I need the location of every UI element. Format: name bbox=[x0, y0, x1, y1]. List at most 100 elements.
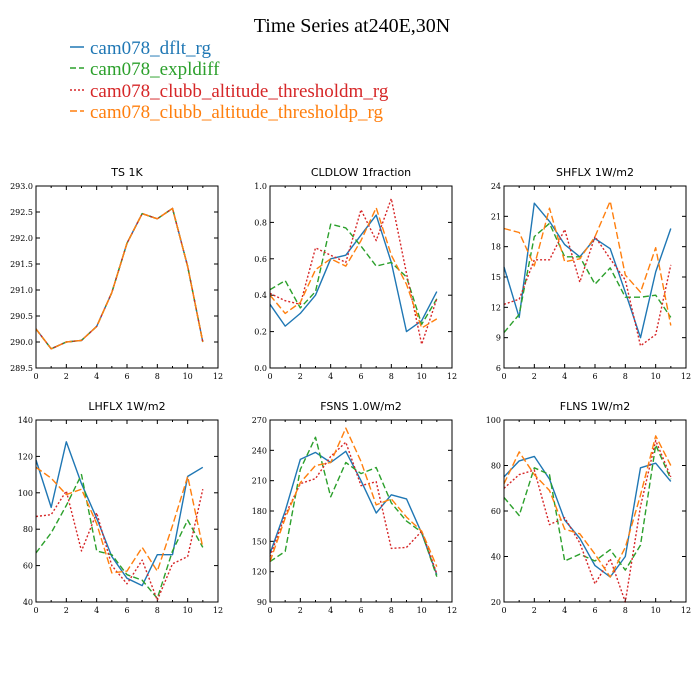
legend-item: cam078_clubb_altitude_thresholdm_rg bbox=[70, 81, 389, 102]
plot-frame bbox=[35, 419, 219, 603]
series-line bbox=[503, 455, 672, 578]
panel: FSNS 1.0W/m2 0 2 4 6 8 10 12 90 120 150 180 210 240 27… bbox=[252, 400, 457, 615]
y-tick-label: 40 bbox=[491, 553, 501, 562]
panel-title: LHFLX 1W/m2 bbox=[88, 400, 165, 413]
series-line bbox=[269, 441, 438, 574]
x-tick-label: 4 bbox=[94, 372, 99, 381]
y-tick-label: 12 bbox=[491, 303, 501, 312]
y-tick-label: 0.2 bbox=[254, 328, 267, 337]
plot-frame bbox=[269, 419, 453, 603]
panel: CLDLOW 1fraction 0 2 4 6 8 10 12 0.0 0.2 0.4 0.6 0.8… bbox=[254, 166, 457, 381]
x-tick-label: 6 bbox=[124, 372, 129, 381]
x-tick-label: 10 bbox=[417, 606, 427, 615]
y-tick-label: 24 bbox=[491, 182, 501, 191]
x-tick-label: 0 bbox=[501, 606, 506, 615]
x-tick-label: 6 bbox=[124, 606, 129, 615]
legend-label: cam078_clubb_altitude_thresholdp_rg bbox=[90, 102, 384, 123]
x-tick-label: 6 bbox=[592, 372, 597, 381]
series-line bbox=[503, 435, 672, 578]
x-tick-label: 4 bbox=[562, 606, 567, 615]
legend-item: cam078_expldiff bbox=[70, 59, 220, 80]
x-tick-label: 12 bbox=[447, 372, 457, 381]
x-tick-label: 8 bbox=[389, 606, 394, 615]
series-line bbox=[269, 427, 438, 567]
x-tick-label: 4 bbox=[562, 372, 567, 381]
y-tick-label: 140 bbox=[18, 416, 33, 425]
series-line bbox=[269, 207, 438, 329]
panel: LHFLX 1W/m2 0 2 4 6 8 10 12 40 60 80 100 120 140 bbox=[18, 400, 223, 615]
x-tick-label: 12 bbox=[681, 372, 691, 381]
series-line bbox=[503, 228, 672, 347]
panel-title: SHFLX 1W/m2 bbox=[556, 166, 634, 179]
plot-frame bbox=[269, 185, 453, 369]
y-tick-label: 100 bbox=[18, 489, 33, 498]
y-tick-label: 1.0 bbox=[254, 182, 267, 191]
y-tick-label: 240 bbox=[252, 446, 267, 455]
y-tick-label: 0.8 bbox=[254, 218, 267, 227]
x-tick-label: 10 bbox=[651, 372, 661, 381]
legend: cam078_dflt_rg cam078_expldiff cam078_cl… bbox=[70, 38, 389, 123]
series-line bbox=[503, 200, 672, 326]
x-tick-label: 10 bbox=[183, 606, 193, 615]
x-tick-label: 12 bbox=[213, 606, 223, 615]
x-tick-label: 0 bbox=[267, 606, 272, 615]
x-tick-label: 2 bbox=[298, 606, 303, 615]
y-tick-label: 290.5 bbox=[10, 312, 33, 321]
series-line bbox=[35, 207, 204, 350]
y-tick-label: 60 bbox=[23, 562, 33, 571]
x-tick-label: 10 bbox=[417, 372, 427, 381]
y-tick-label: 150 bbox=[252, 537, 267, 546]
series-line bbox=[269, 450, 438, 575]
y-tick-label: 15 bbox=[491, 273, 501, 282]
y-tick-label: 80 bbox=[491, 462, 501, 471]
x-tick-label: 2 bbox=[532, 372, 537, 381]
x-tick-label: 12 bbox=[681, 606, 691, 615]
y-tick-label: 100 bbox=[486, 416, 501, 425]
x-tick-label: 0 bbox=[501, 372, 506, 381]
series-line bbox=[35, 489, 204, 601]
series-line bbox=[503, 439, 672, 603]
x-tick-label: 6 bbox=[358, 372, 363, 381]
y-tick-label: 0.6 bbox=[254, 255, 267, 264]
y-tick-label: 293.0 bbox=[10, 182, 33, 191]
legend-label: cam078_expldiff bbox=[90, 59, 220, 80]
legend-label: cam078_dflt_rg bbox=[90, 38, 212, 59]
y-tick-label: 18 bbox=[491, 243, 501, 252]
panel: TS 1K 0 2 4 6 8 10 12 289.5 290.0 290.5 291.0 291.5 2… bbox=[10, 166, 223, 381]
legend-label: cam078_clubb_altitude_thresholdm_rg bbox=[90, 81, 389, 102]
x-tick-label: 8 bbox=[389, 372, 394, 381]
series-line bbox=[35, 466, 204, 574]
x-tick-label: 12 bbox=[213, 372, 223, 381]
x-tick-label: 0 bbox=[33, 372, 38, 381]
series-line bbox=[35, 473, 204, 600]
legend-item: cam078_dflt_rg bbox=[70, 38, 212, 59]
x-tick-label: 2 bbox=[532, 606, 537, 615]
x-tick-label: 4 bbox=[94, 606, 99, 615]
x-tick-label: 2 bbox=[64, 372, 69, 381]
y-tick-label: 0.0 bbox=[254, 364, 267, 373]
panel-title: CLDLOW 1fraction bbox=[311, 166, 411, 179]
y-tick-label: 80 bbox=[23, 525, 33, 534]
y-tick-label: 90 bbox=[257, 598, 267, 607]
y-tick-label: 210 bbox=[252, 477, 267, 486]
panel-title: TS 1K bbox=[110, 166, 143, 179]
y-tick-label: 292.5 bbox=[10, 208, 33, 217]
y-tick-label: 9 bbox=[496, 334, 501, 343]
x-tick-label: 0 bbox=[33, 606, 38, 615]
figure-title: Time Series at240E,30N bbox=[254, 15, 450, 37]
y-tick-label: 0.4 bbox=[254, 291, 267, 300]
y-tick-label: 6 bbox=[496, 364, 501, 373]
y-tick-label: 292.0 bbox=[10, 234, 33, 243]
series-line bbox=[269, 436, 438, 577]
x-tick-label: 8 bbox=[623, 606, 628, 615]
x-tick-label: 8 bbox=[155, 372, 160, 381]
x-tick-label: 4 bbox=[328, 606, 333, 615]
x-tick-label: 8 bbox=[623, 372, 628, 381]
series-line bbox=[503, 444, 672, 571]
series-line bbox=[35, 441, 204, 587]
x-tick-label: 12 bbox=[447, 606, 457, 615]
y-tick-label: 21 bbox=[491, 212, 501, 221]
series-line bbox=[269, 223, 438, 325]
x-tick-label: 6 bbox=[358, 606, 363, 615]
